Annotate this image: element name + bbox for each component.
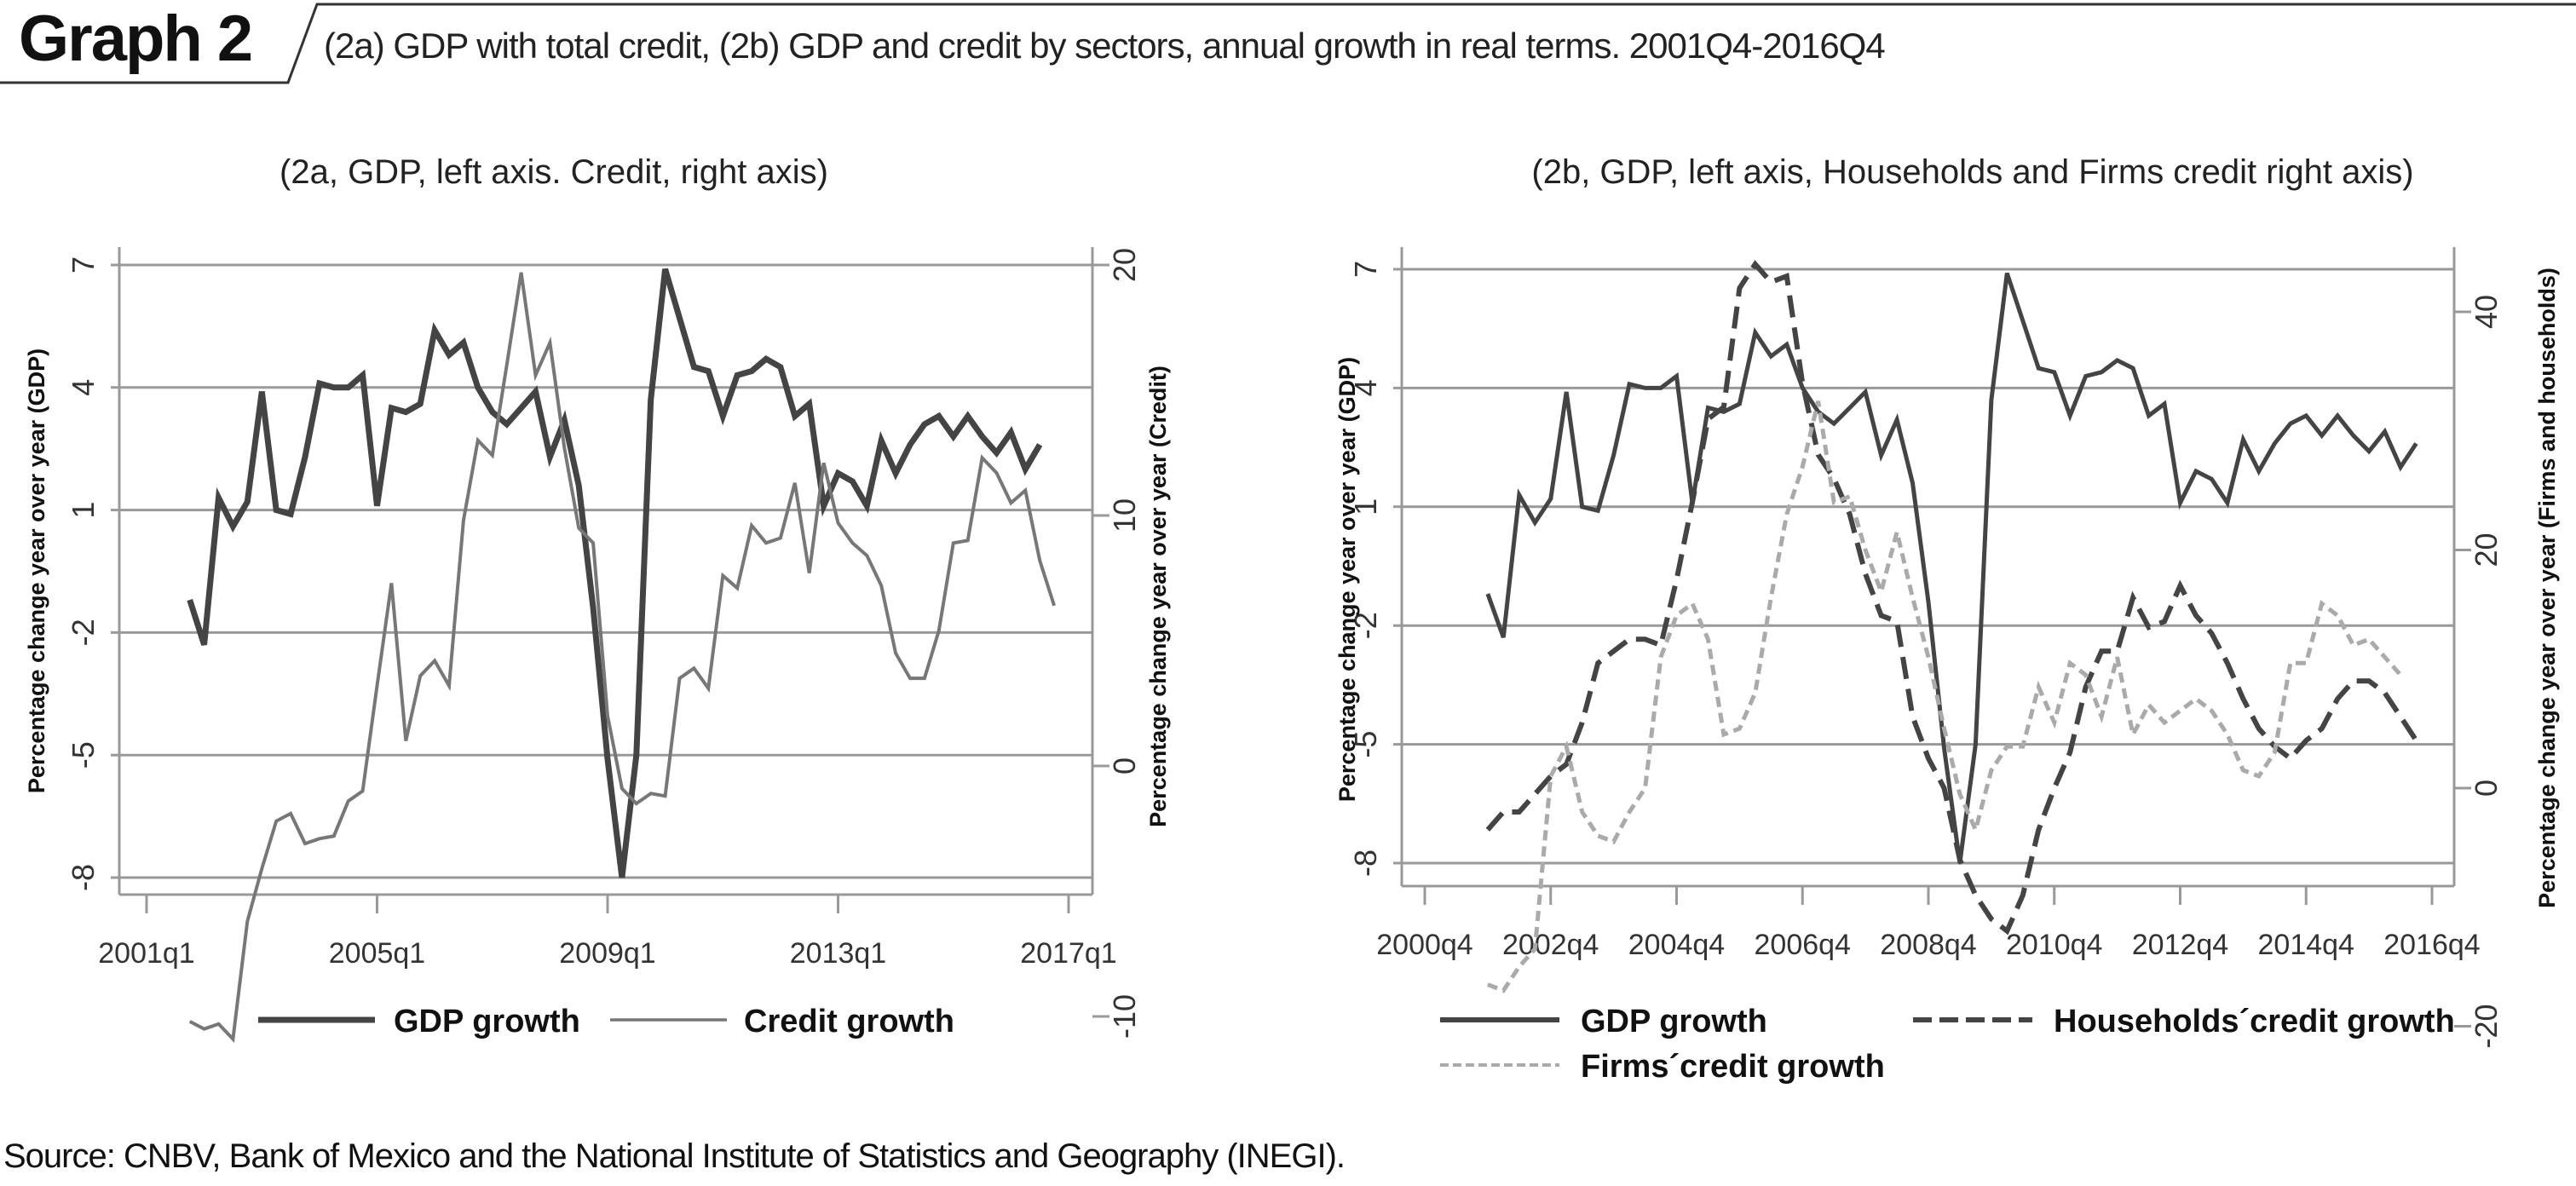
- x-tick-label: 2002q4: [1502, 929, 1599, 961]
- legend-gdp-label: GDP growth: [394, 1004, 580, 1039]
- header-divider: [0, 3, 2576, 84]
- y-tick-label: -5: [1348, 731, 1383, 758]
- y2-tick-label: 20: [2469, 533, 2504, 567]
- y2-tick-label: 0: [2469, 780, 2504, 797]
- graph-label: Graph 2: [19, 3, 253, 75]
- x-tick-label: 2016q4: [2383, 929, 2480, 961]
- chart-2a-gridlines: [111, 263, 1092, 879]
- y-tick-label: -2: [1348, 612, 1383, 639]
- chart-2a-axes: [118, 247, 1094, 896]
- chart-2b: (2b, GDP, left axis, Households and Firm…: [1334, 153, 2560, 1085]
- chart-2b-x-ticks: 2000q4 2002q4 2004q4 2006q4 2008q4 2010q4 2012…: [1376, 886, 2481, 961]
- chart-2b-axes: [1400, 247, 2456, 888]
- x-tick-label: 2013q1: [790, 937, 886, 970]
- chart-2b-series: [1485, 260, 2419, 993]
- chart-2a-x-ticks: 2001q1 2005q1 2009q1 2013q1 2017q1: [98, 895, 1117, 970]
- source-note: Source: CNBV, Bank of Mexico and the Nat…: [3, 1137, 1346, 1175]
- chart-2b-title: (2b, GDP, left axis, Households and Firm…: [1531, 153, 2413, 191]
- x-tick-label: 2001q1: [98, 937, 194, 970]
- y-tick-label: 7: [66, 256, 101, 273]
- y2-tick-label: -20: [2469, 1004, 2504, 1048]
- chart-2a-y-axis-label: Percentage change year over year (GDP): [24, 348, 49, 793]
- chart-2a-legend: GDP growth Credit growth: [258, 1004, 954, 1039]
- y2-tick-label: -10: [1107, 994, 1142, 1039]
- chart-2a-series: [187, 268, 1057, 1043]
- x-tick-label: 2004q4: [1628, 929, 1725, 961]
- legend-firms-label: Firms´credit growth: [1581, 1049, 1885, 1085]
- x-tick-label: 2017q1: [1020, 937, 1116, 970]
- firms-credit-growth-line: [1487, 400, 2402, 993]
- legend-credit-label: Credit growth: [744, 1004, 954, 1039]
- x-tick-label: 2009q1: [559, 937, 655, 970]
- graph-subtitle: (2a) GDP with total credit, (2b) GDP and…: [324, 26, 1886, 66]
- y-tick-label: -8: [1348, 849, 1383, 877]
- chart-2b-y-axis-label: Percentage change year over year (GDP): [1334, 357, 1360, 802]
- chart-2b-legend: GDP growth Households´credit growth Firm…: [1440, 1004, 2455, 1085]
- y-tick-label: -2: [66, 619, 101, 646]
- y2-tick-label: 0: [1107, 757, 1142, 774]
- credit-growth-line: [188, 272, 1057, 1043]
- y2-tick-label: 10: [1107, 498, 1142, 533]
- x-tick-label: 2005q1: [329, 937, 425, 970]
- chart-2a-right-ticks: 20 10 0 -10: [1092, 248, 1142, 1039]
- x-tick-label: 2008q4: [1880, 929, 1976, 961]
- x-tick-label: 2000q4: [1376, 929, 1472, 961]
- chart-2b-left-ticks: 7 4 1 -2 -5 -8: [1348, 261, 1383, 877]
- y-tick-label: 4: [66, 379, 101, 396]
- x-tick-label: 2010q4: [2006, 929, 2102, 961]
- y-tick-label: 4: [1348, 379, 1383, 396]
- y-tick-label: -5: [66, 741, 101, 769]
- gdp-growth-line: [187, 268, 1043, 878]
- legend-households-label: Households´credit growth: [2054, 1004, 2455, 1039]
- chart-2b-right-ticks: 40 20 0 -20: [2454, 295, 2504, 1049]
- x-tick-label: 2006q4: [1755, 929, 1851, 961]
- x-tick-label: 2014q4: [2258, 929, 2354, 961]
- header-frame: [0, 3, 2576, 84]
- y-tick-label: 1: [66, 502, 101, 519]
- y-tick-label: -8: [66, 864, 101, 891]
- chart-2a-title: (2a, GDP, left axis. Credit, right axis): [279, 153, 828, 191]
- households-credit-growth-line: [1485, 260, 2419, 936]
- y-tick-label: 1: [1348, 498, 1383, 515]
- chart-2b-y2-axis-label: Percentage change year over year (Firms …: [2534, 268, 2560, 908]
- legend-gdp-label: GDP growth: [1581, 1004, 1767, 1039]
- gdp-growth-line: [1485, 272, 2418, 864]
- chart-2a: (2a, GDP, left axis. Credit, right axis)…: [24, 153, 1171, 1043]
- chart-2a-left-ticks: 7 4 1 -2 -5 -8: [66, 256, 101, 891]
- chart-2a-y2-axis-label: Percentage change year over year (Credit…: [1145, 366, 1171, 827]
- y2-tick-label: 20: [1107, 248, 1142, 282]
- header: Graph 2 (2a) GDP with total credit, (2b)…: [0, 0, 2576, 85]
- y-tick-label: 7: [1348, 261, 1383, 278]
- y2-tick-label: 40: [2469, 295, 2504, 329]
- x-tick-label: 2012q4: [2132, 929, 2228, 961]
